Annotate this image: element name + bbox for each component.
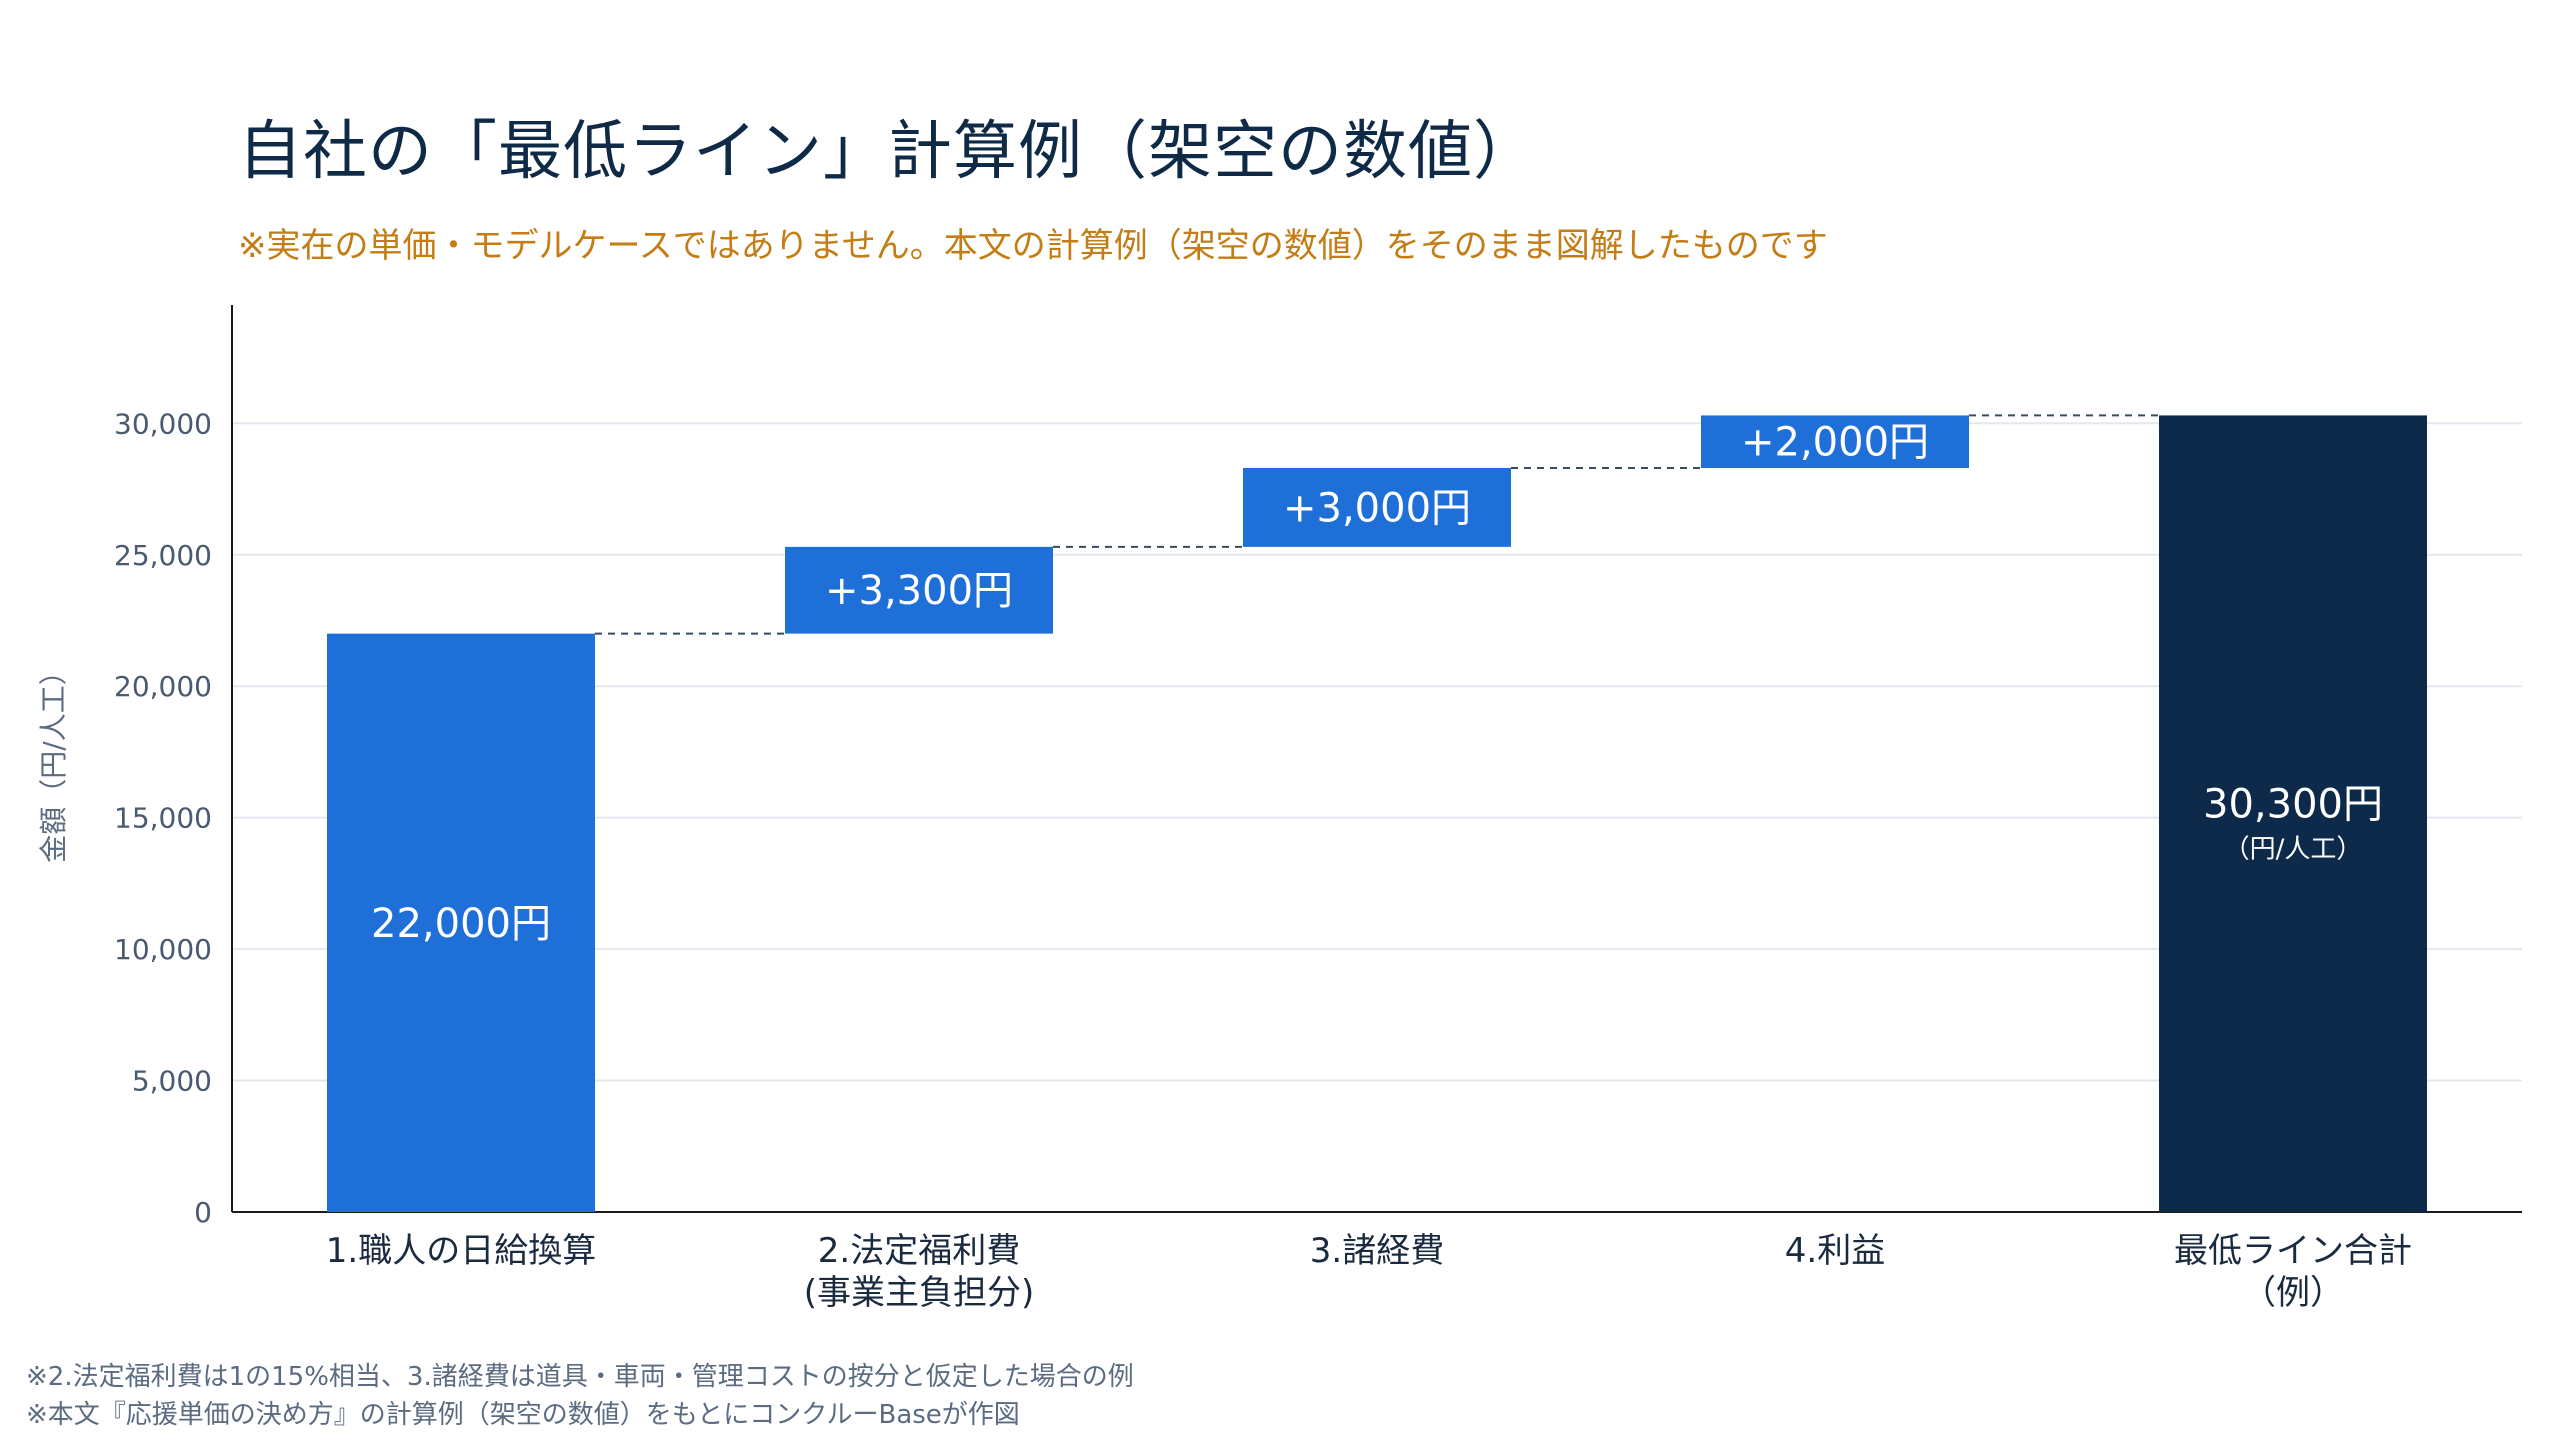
chart-title: 自社の「最低ライン」計算例（架空の数値） — [238, 115, 1538, 189]
y-tick-label: 15,000 — [114, 802, 212, 835]
bar-value-label: 22,000円 — [371, 901, 551, 947]
bar-value-label: +3,000円 — [1283, 485, 1471, 531]
bar — [785, 546, 1053, 634]
x-tick-label: 2.法定福利費 — [818, 1231, 1020, 1271]
y-tick-label: 25,000 — [114, 539, 212, 572]
y-tick-label: 10,000 — [114, 933, 212, 966]
x-tick-label: 1.職人の日給換算 — [326, 1231, 596, 1271]
y-tick-label: 5,000 — [132, 1065, 212, 1098]
bar — [1701, 415, 1969, 468]
bar — [2159, 415, 2427, 1213]
x-tick-label: 4.利益 — [1785, 1231, 1885, 1271]
x-tick-label: 3.諸経費 — [1310, 1231, 1444, 1271]
footnote-1: ※2.法定福利費は1の15%相当、3.諸経費は道具・車両・管理コストの按分と仮定… — [26, 1362, 1134, 1392]
y-tick-label: 30,000 — [114, 407, 212, 440]
bar-value-label: 30,300円 — [2203, 782, 2383, 828]
y-tick-label: 0 — [194, 1196, 212, 1229]
bar-unit-label: （円/人工） — [2224, 835, 2363, 865]
bar-value-label: +3,300円 — [825, 568, 1013, 614]
bar — [327, 633, 595, 1212]
chart-subtitle: ※実在の単価・モデルケースではありません。本文の計算例（架空の数値）をそのまま図… — [238, 226, 1828, 266]
x-tick-label: (事業主負担分) — [804, 1273, 1035, 1313]
bar — [1243, 467, 1511, 547]
bar-value-label: +2,000円 — [1741, 420, 1929, 466]
x-tick-label: （例） — [2242, 1273, 2344, 1313]
x-tick-label: 最低ライン合計 — [2174, 1231, 2412, 1271]
y-tick-label: 20,000 — [114, 670, 212, 703]
footnote-2: ※本文『応援単価の決め方』の計算例（架空の数値）をもとにコンクルーBaseが作図 — [26, 1400, 1020, 1430]
